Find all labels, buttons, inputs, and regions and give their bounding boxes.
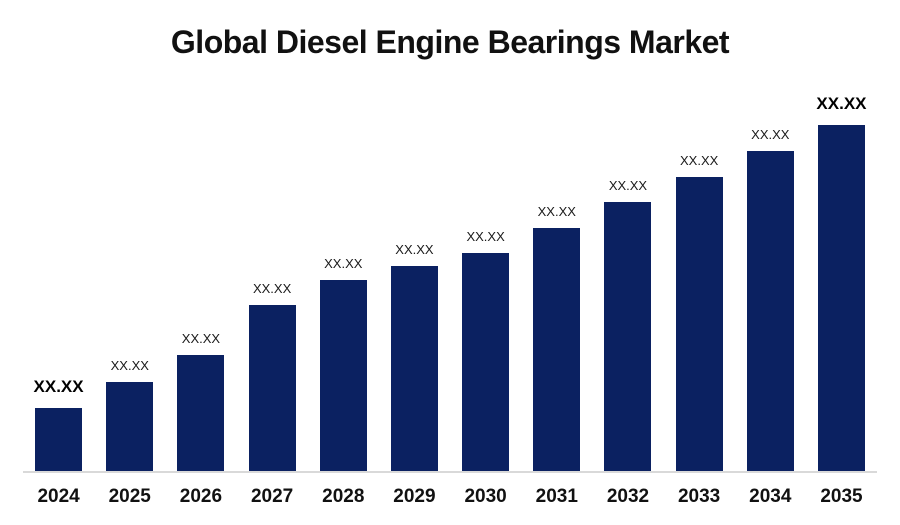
x-axis-tick-label: 2027 [250, 486, 294, 507]
x-axis-tick-label: 2032 [606, 486, 650, 507]
bar [319, 280, 367, 471]
x-axis-tick-label: 2025 [108, 486, 151, 507]
bar [533, 228, 581, 471]
bar-column: XX.XX [237, 85, 308, 471]
bar-column: XX.XX [23, 85, 94, 471]
bar [817, 125, 865, 471]
x-axis-tick-label: 2031 [535, 486, 578, 507]
x-axis-tick-label: 2026 [179, 486, 223, 507]
x-axis-tick-label: 2024 [37, 486, 80, 507]
bar-column: XX.XX [735, 85, 806, 471]
bar-value-label: XX.XX [679, 153, 719, 168]
bar-value-label: XX.XX [110, 358, 149, 373]
bar [675, 177, 723, 471]
bar-value-label: XX.XX [252, 281, 292, 296]
bar [106, 382, 154, 471]
bar [248, 305, 296, 471]
bar-value-label: XX.XX [324, 256, 363, 271]
bar-column: XX.XX [450, 85, 521, 471]
x-axis-line [23, 471, 877, 473]
bar [177, 355, 225, 471]
bar [35, 408, 83, 471]
bar-value-label: XX.XX [181, 331, 221, 346]
bar-column: XX.XX [165, 85, 236, 471]
bar-value-label: XX.XX [537, 204, 576, 219]
bar-column: XX.XX [94, 85, 165, 471]
x-axis-tick-label: 2034 [749, 486, 792, 507]
bar-value-label: XX.XX [33, 377, 84, 396]
bar-column: XX.XX [592, 85, 663, 471]
bar-value-label: XX.XX [816, 94, 867, 113]
bar [604, 202, 652, 471]
x-axis-tick-label: 2029 [393, 486, 436, 507]
bar-value-label: XX.XX [751, 127, 790, 142]
plot-area: XX.XX XX.XX XX.XX XX.XX XX.XX XX.XX XX.X… [23, 85, 877, 471]
bar-value-label: XX.XX [395, 242, 434, 257]
x-axis-tick-label: 2035 [820, 486, 863, 507]
bar-column: XX.XX [664, 85, 735, 471]
x-axis-tick-label: 2028 [322, 486, 365, 507]
bar-column: XX.XX [379, 85, 450, 471]
x-axis-tick-label: 2033 [677, 486, 721, 507]
bar-value-label: XX.XX [608, 178, 648, 193]
bar-column: XX.XX [806, 85, 877, 471]
bar-column: XX.XX [308, 85, 379, 471]
bar-chart: XX.XX XX.XX XX.XX XX.XX XX.XX XX.XX XX.X… [23, 85, 877, 508]
bar [746, 151, 794, 471]
bar-column: XX.XX [521, 85, 592, 471]
bar [390, 266, 438, 471]
bar-value-label: XX.XX [466, 229, 505, 244]
x-axis-tick-label: 2030 [464, 486, 507, 507]
x-axis-labels-row: 2024 2025 2026 2027 2028 2029 2030 2031 … [23, 486, 877, 508]
bar [462, 253, 510, 471]
chart-title: Global Diesel Engine Bearings Market [170, 24, 730, 60]
